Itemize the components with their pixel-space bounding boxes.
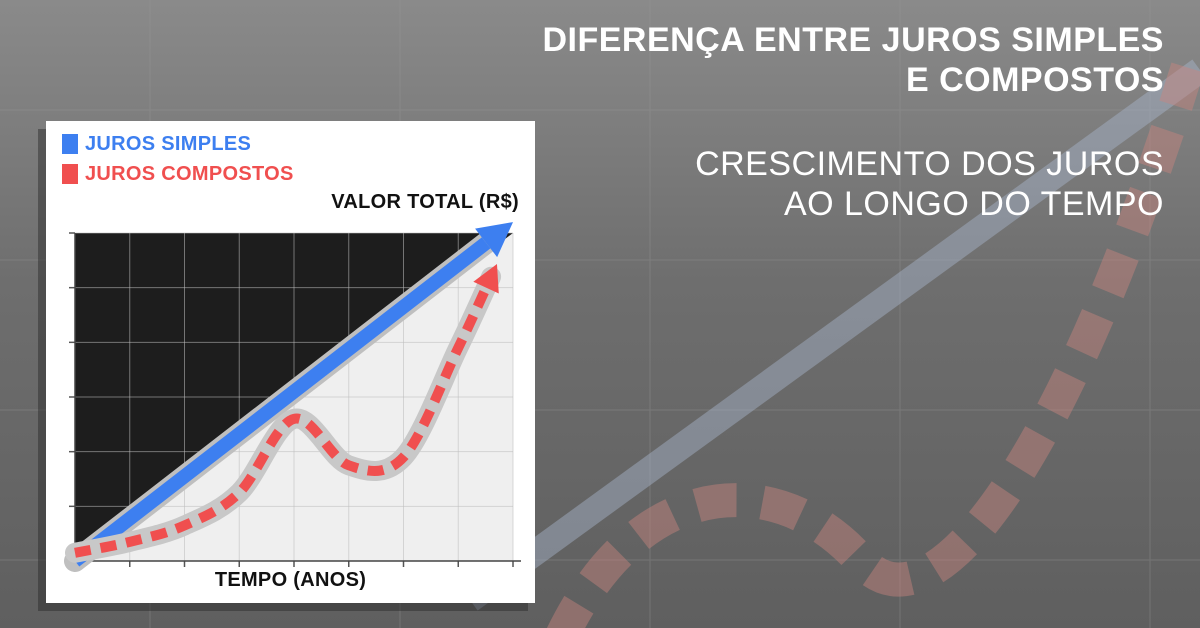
series-compound-line: [74, 274, 496, 558]
series-simple-arrowhead: [475, 222, 513, 258]
page-subtitle-line-2: AO LONGO DO TEMPO: [783, 185, 1164, 223]
y-axis-label: VALOR TOTAL (R$): [331, 191, 519, 213]
page-title: DIFERENÇA ENTRE JUROS SIMPLES E COMPOSTO…: [542, 20, 1164, 100]
legend-label-compound: JUROS COMPOSTOS: [85, 162, 294, 185]
legend-label-simple: JUROS SIMPLES: [85, 132, 252, 155]
chart-plot: [64, 222, 521, 572]
legend-swatch-simple: [62, 134, 78, 154]
chart-card: JUROS SIMPLES JUROS COMPOSTOS VALOR TOTA…: [46, 121, 535, 603]
x-axis-label: TEMPO (ANOS): [214, 569, 367, 591]
page-title-line-1: DIFERENÇA ENTRE JUROS SIMPLES: [542, 21, 1164, 59]
page-title-line-2: E COMPOSTOS: [905, 61, 1164, 99]
series-simple-line: [70, 237, 491, 567]
page-subtitle-line-1: CRESCIMENTO DOS JUROS: [695, 145, 1164, 183]
page-subtitle: CRESCIMENTO DOS JUROS AO LONGO DO TEMPO: [695, 144, 1164, 224]
legend-swatch-compound: [62, 164, 78, 184]
legend-item-simple: JUROS SIMPLES: [62, 129, 294, 159]
series-compound-arrowhead: [473, 264, 499, 294]
chart-legend: JUROS SIMPLES JUROS COMPOSTOS: [62, 129, 294, 189]
legend-item-compound: JUROS COMPOSTOS: [62, 159, 294, 189]
